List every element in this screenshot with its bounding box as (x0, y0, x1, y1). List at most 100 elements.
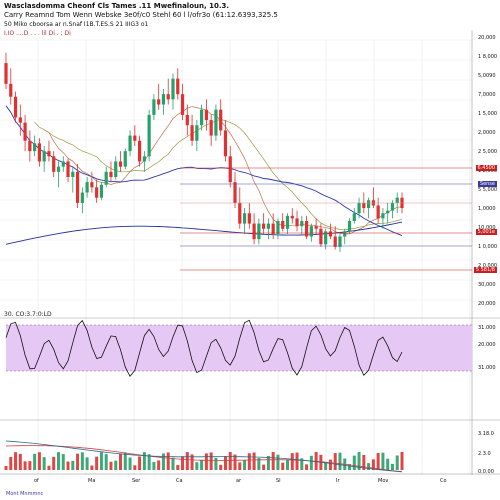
time-axis-label: SI (276, 478, 281, 484)
macd-bar (133, 465, 137, 470)
candle (328, 223, 333, 240)
rsi-axis-label: 31.000 (478, 365, 496, 371)
rsi-header: 30. CO:3.7:0:LD (4, 311, 52, 318)
candle (367, 197, 371, 219)
candle (142, 151, 146, 172)
candle (37, 138, 41, 167)
candle (324, 228, 328, 250)
candle (204, 99, 208, 131)
rsi-band (6, 325, 472, 371)
macd-axis-label: 2.3.0 (478, 451, 491, 457)
candle (238, 187, 242, 229)
macd-bar (138, 456, 142, 470)
macd-bar (71, 460, 75, 470)
candle (133, 125, 137, 146)
candle (247, 202, 251, 229)
macd-bar (152, 461, 156, 470)
candle (281, 213, 285, 232)
chart-grid (0, 39, 472, 474)
candle (18, 104, 22, 136)
macd-bar (90, 465, 94, 470)
macd-bar (305, 464, 309, 470)
candle (376, 197, 380, 224)
candle (56, 161, 61, 188)
time-axis-label: Ca (176, 478, 183, 484)
candle (66, 158, 70, 183)
macd-bar (238, 462, 242, 470)
candle (214, 104, 218, 141)
macd-bar (23, 461, 27, 470)
candle (90, 171, 94, 193)
macd-bar (104, 454, 108, 470)
macd-bar (200, 460, 204, 470)
candle (180, 83, 185, 121)
price-tag: 5 581/8 (473, 267, 497, 273)
candle (223, 120, 228, 162)
candle (28, 130, 32, 162)
time-axis-label: Ma (88, 478, 96, 484)
price-tag: Sense (477, 181, 497, 187)
macd-bar (47, 465, 51, 470)
candle (228, 145, 232, 188)
price-axis-label: 2,0000 (478, 130, 496, 136)
price-axis-label: 20,000 (478, 301, 496, 307)
candle (333, 226, 337, 250)
time-axis-label: Co (440, 478, 447, 484)
candle (347, 218, 352, 234)
time-axis-label: Ser (132, 478, 141, 484)
macd-bar (295, 452, 299, 470)
macd-bar (176, 465, 180, 470)
candle (166, 78, 170, 105)
candle (271, 213, 275, 240)
candle (352, 208, 356, 224)
candle (357, 197, 361, 219)
macd-bar (357, 452, 361, 470)
candle (343, 228, 347, 245)
ma-10-line (44, 106, 403, 235)
macd-bar (257, 458, 261, 470)
macd-bar (381, 452, 385, 470)
macd-histogram (4, 452, 404, 470)
candle (285, 213, 290, 234)
ma-20-line (34, 119, 403, 231)
macd-bar (128, 457, 132, 470)
candle (209, 114, 213, 146)
price-axis-label: 1,0000 (478, 206, 496, 212)
macd-bar (233, 454, 237, 470)
candle (157, 83, 161, 110)
candle (371, 187, 375, 209)
candle (252, 213, 256, 245)
candle (242, 208, 247, 234)
macd-bar (271, 452, 275, 470)
candle (128, 130, 132, 157)
candle (147, 109, 151, 162)
footer-label: Mont Mnmmnc (6, 491, 44, 497)
macd-axis-label: 0.0.00 (478, 469, 494, 475)
candle (47, 140, 51, 162)
macd-bar (247, 453, 251, 470)
candle (319, 223, 323, 247)
price-axis-label: 5 5,000 (478, 187, 498, 193)
candle (95, 179, 99, 203)
price-tag: 5,001e (475, 229, 497, 235)
candle (61, 156, 65, 172)
macd-bar (37, 452, 41, 470)
candle (219, 99, 223, 136)
macd-bar (56, 452, 60, 470)
candle (80, 187, 84, 214)
macd-bar (204, 453, 208, 470)
candle (295, 210, 299, 232)
macd-bar (66, 461, 70, 470)
candle (233, 171, 237, 209)
candle (161, 89, 166, 115)
macd-bar (123, 452, 127, 470)
time-axis-label: Ir (336, 478, 340, 484)
macd-bar (166, 452, 170, 470)
macd-signal-line (5, 440, 403, 473)
candle (75, 164, 80, 209)
macd-bar (328, 459, 332, 470)
macd-bar (109, 461, 113, 470)
macd-bar (195, 462, 199, 470)
macd-bar (285, 459, 289, 470)
